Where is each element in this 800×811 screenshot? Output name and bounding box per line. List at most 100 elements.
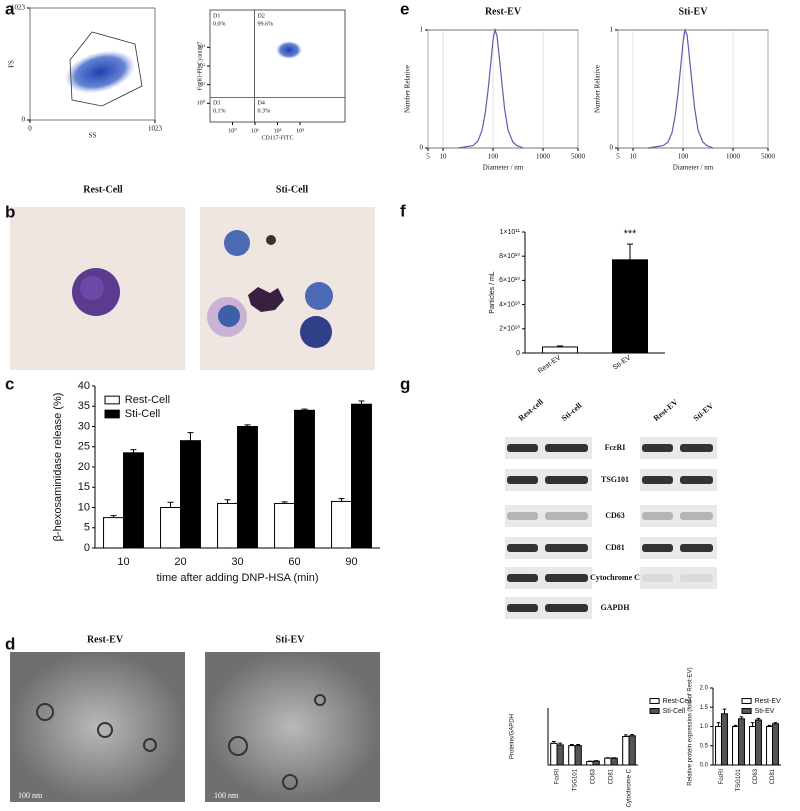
x-tick-label: FcεRI [555, 769, 561, 785]
y-axis-label: β-hexosaminidase release (%) [52, 393, 64, 542]
error-bar [301, 408, 308, 411]
image-label: Rest-Cell [83, 184, 123, 195]
bar [592, 760, 600, 766]
panel-letter: b [5, 202, 15, 221]
error-bar [187, 432, 194, 441]
band [545, 544, 588, 552]
bar [568, 745, 576, 766]
image-label: Sti-EV [276, 634, 306, 645]
x-tick-label: CD63 [753, 768, 759, 784]
western-blot: FcεRI TSG101 CD63 CD81 Cytochrome C GAPDH Rest… [505, 397, 717, 619]
bar [550, 742, 558, 766]
x-tick-label: FcεRI [719, 769, 725, 785]
y-axis-label: Proteins/GAPDH [510, 714, 516, 759]
band [642, 476, 673, 484]
blot-strip [640, 437, 717, 459]
band [642, 444, 673, 452]
bar [604, 757, 612, 766]
y-tick-label: 15 [78, 481, 90, 493]
scale-label: 100 nm [214, 791, 239, 800]
bar [574, 745, 582, 766]
band [507, 476, 538, 484]
y-tick-label: 0.5 [700, 743, 709, 749]
cell [300, 316, 332, 348]
band [545, 444, 588, 452]
column-label: Rest-cell [517, 397, 546, 423]
error-bar [338, 498, 345, 502]
y-tick-label: 1023 [11, 4, 26, 12]
bar [612, 259, 648, 354]
blot-strip [640, 469, 717, 491]
x-axis-label: Diameter / nm [673, 164, 714, 172]
error-bar [739, 716, 744, 719]
x-tick-label: 30 [231, 556, 243, 568]
bar [331, 500, 352, 549]
x-tick-label: 10³ [296, 128, 304, 134]
micrograph [200, 207, 375, 370]
bar [732, 726, 739, 766]
band [545, 476, 588, 484]
gate [69, 31, 143, 107]
y-tick-label: 0 [22, 116, 26, 124]
quadrant-value: 0.3% [258, 109, 271, 115]
bar [351, 403, 372, 549]
vesicle [97, 722, 113, 738]
y-tick-label: 1.0 [700, 724, 709, 730]
y-tick-label: 10² [197, 63, 205, 69]
image-label: Sti-Cell [276, 184, 308, 195]
legend-swatch [741, 708, 752, 714]
y-axis-label: FcεRI-PE-Cyanine7 [197, 42, 203, 91]
bar [237, 426, 258, 549]
legend-label: Rest-EV [755, 698, 781, 705]
image-label: Rest-EV [87, 634, 124, 645]
row-label: CD63 [605, 511, 625, 520]
quadrant-name: D3 [213, 101, 220, 107]
vesicle [228, 736, 248, 756]
x-tick-label: 10¹ [251, 128, 259, 134]
band [680, 544, 713, 552]
error-bar [627, 243, 633, 260]
x-tick-label: TSG101 [736, 768, 742, 791]
chart-title: Rest-EV [485, 6, 522, 17]
band [642, 574, 673, 582]
y-tick-label: 0 [610, 144, 614, 152]
x-axis-label: CD117-FITC [261, 135, 293, 141]
error-bar [558, 742, 563, 745]
band [680, 476, 713, 484]
y-tick-label: 0.0 [700, 763, 709, 769]
bar [123, 452, 144, 549]
bar [628, 735, 636, 766]
y-axis-label: Number Relative [594, 65, 602, 113]
y-tick-label: 25 [78, 441, 90, 453]
x-tick-label: CD81 [609, 768, 615, 784]
band [507, 574, 538, 582]
vesicle [143, 738, 157, 752]
row-label: GAPDH [601, 603, 631, 612]
y-tick-label: 20 [78, 461, 90, 473]
row-label: FcεRI [605, 443, 626, 452]
x-tick-label: Cytochrome C [627, 768, 633, 807]
cell [218, 305, 240, 327]
bar [294, 409, 315, 549]
micrograph [10, 652, 185, 802]
granules [266, 235, 276, 245]
y-tick-label: 4×10¹⁰ [499, 300, 520, 308]
y-axis-label: Particles / mL [489, 271, 496, 314]
blot-strip [640, 537, 717, 559]
x-axis-label: SS [89, 132, 97, 140]
y-tick-label: 8×10¹⁰ [499, 252, 520, 260]
x-tick-label: CD63 [591, 768, 597, 784]
y-tick-label: 10¹ [197, 82, 205, 88]
micrograph [205, 652, 380, 802]
quadrant-value: 0.1% [213, 109, 226, 115]
vesicle [282, 774, 298, 790]
legend-label: Rest-Cell [663, 698, 692, 705]
row-label: Cytochrome C [590, 573, 640, 582]
error-bar [716, 722, 721, 727]
column-label: Sti-cell [560, 400, 584, 423]
scale-label: 100 nm [18, 791, 43, 800]
error-bar [576, 743, 581, 746]
error-bar [733, 724, 738, 727]
